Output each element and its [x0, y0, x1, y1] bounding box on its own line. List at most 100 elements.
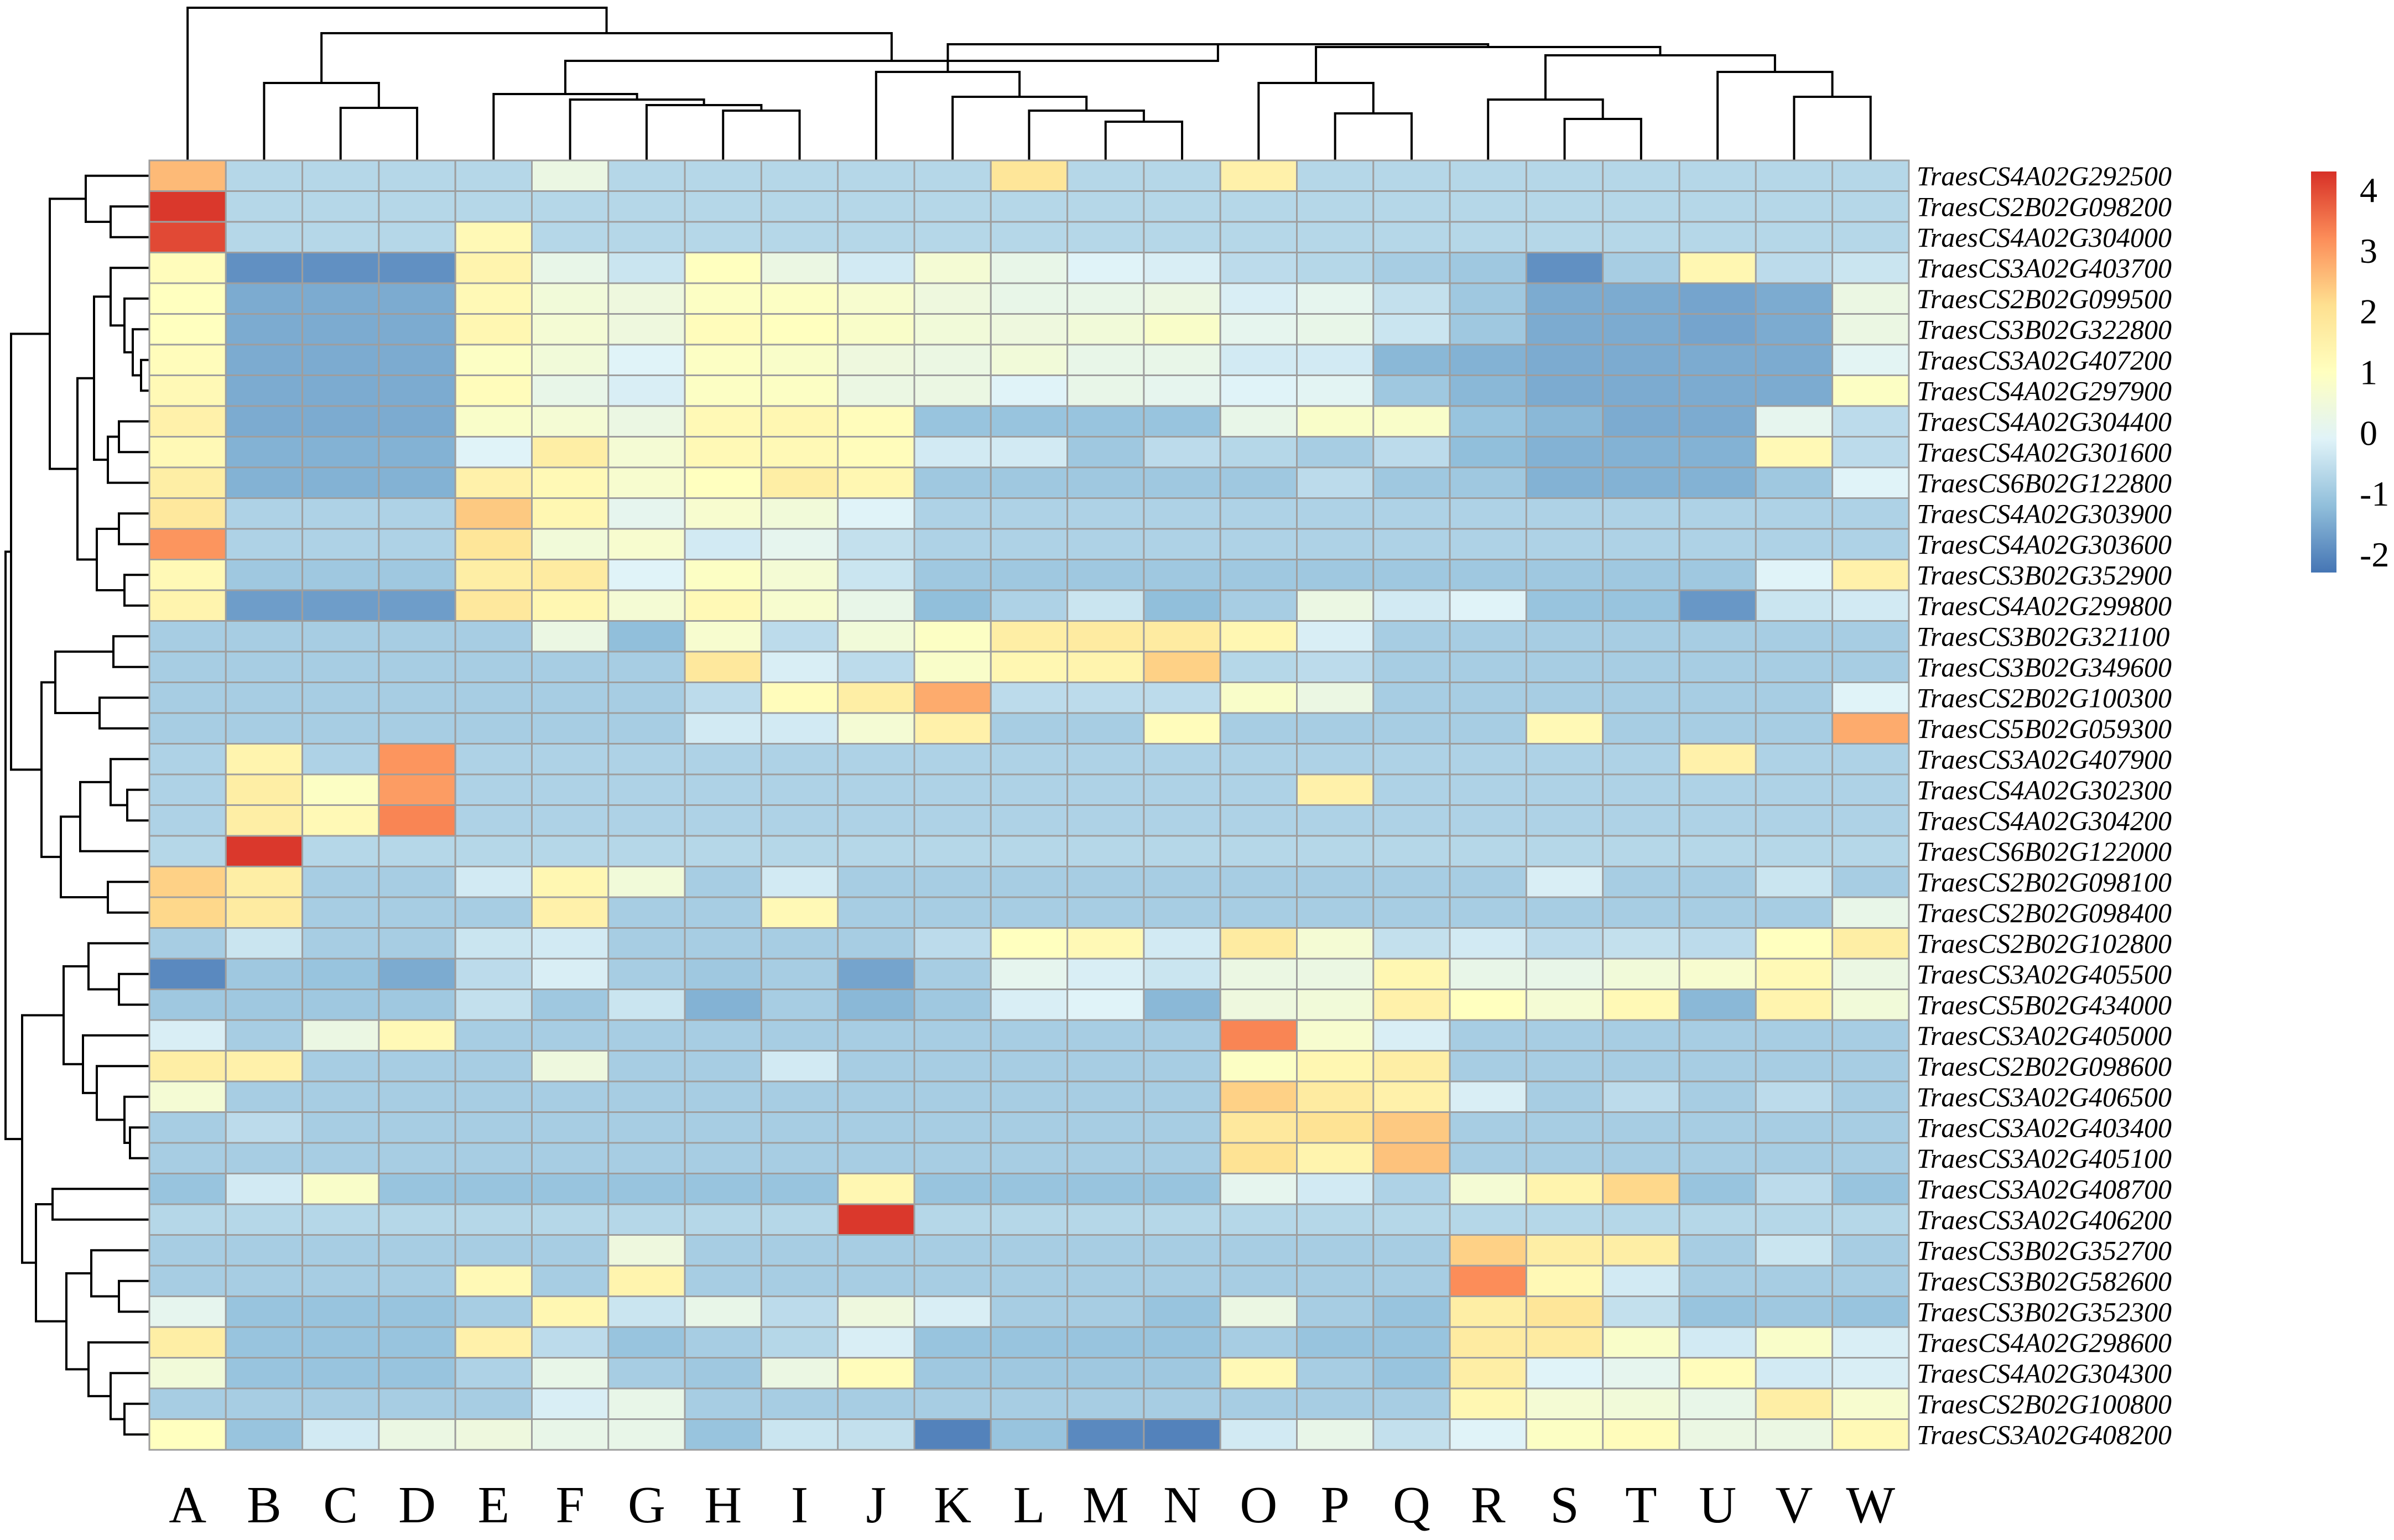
heatmap-cell	[913, 405, 992, 438]
heatmap-cell	[1219, 1326, 1298, 1359]
heatmap-cell	[684, 958, 762, 990]
heatmap-cell	[1831, 1326, 1910, 1359]
heatmap-cell	[913, 1173, 992, 1205]
heatmap-cell	[1602, 589, 1680, 622]
heatmap-cell	[531, 896, 610, 929]
heatmap-cell	[1602, 1265, 1680, 1297]
heatmap-cell	[760, 282, 839, 315]
heatmap-cell	[1678, 1357, 1757, 1390]
heatmap-cell	[225, 651, 304, 683]
heatmap-cell	[225, 436, 304, 469]
row-label: TraesCS3A02G406200	[1917, 1204, 2172, 1235]
heatmap-cell	[1372, 866, 1451, 898]
heatmap-cell	[301, 1296, 380, 1328]
heatmap-cell	[378, 681, 456, 714]
heatmap-cell	[1296, 681, 1375, 714]
legend-tick-label: 4	[2360, 170, 2377, 210]
heatmap-cell	[225, 466, 304, 499]
heatmap-cell	[225, 620, 304, 653]
heatmap-cell	[1066, 405, 1145, 438]
column-dendrogram	[186, 7, 1872, 160]
heatmap-cell	[1143, 1418, 1221, 1451]
column-label: W	[1846, 1476, 1895, 1534]
heatmap-cell	[1296, 651, 1375, 683]
heatmap-cell	[684, 1357, 762, 1390]
legend-tick-label: 3	[2360, 231, 2377, 270]
heatmap-cell	[1143, 559, 1221, 591]
heatmap-cell	[1066, 313, 1145, 346]
heatmap-cell	[1831, 1142, 1910, 1174]
heatmap-cell	[531, 988, 610, 1021]
heatmap-cell	[607, 1111, 686, 1144]
row-dendrogram-branch	[123, 297, 149, 353]
heatmap-cell	[1678, 1326, 1757, 1359]
heatmap-cell	[1831, 589, 1910, 622]
heatmap-cell	[1296, 896, 1375, 929]
heatmap-cell	[225, 589, 304, 622]
heatmap-cell	[1831, 252, 1910, 284]
heatmap-cell	[607, 958, 686, 990]
heatmap-cell	[990, 1173, 1069, 1205]
heatmap-cell	[1143, 466, 1221, 499]
heatmap-cell	[225, 1203, 304, 1236]
heatmap-cell	[990, 1357, 1069, 1390]
heatmap-cell	[378, 1050, 456, 1083]
heatmap-cell	[454, 252, 533, 284]
heatmap-cell	[454, 1387, 533, 1420]
heatmap-cell	[1602, 712, 1680, 745]
legend-tick-label: 1	[2360, 353, 2377, 392]
heatmap-cell	[837, 221, 915, 253]
heatmap-cell	[1755, 221, 1834, 253]
heatmap-cell	[1372, 804, 1451, 837]
heatmap-cell	[378, 1111, 456, 1144]
heatmap-cell	[837, 344, 915, 376]
heatmap-cell	[1143, 313, 1221, 346]
heatmap-cell	[225, 344, 304, 376]
heatmap-cell	[990, 988, 1069, 1021]
heatmap-cell	[378, 1019, 456, 1052]
heatmap-cell	[1296, 773, 1375, 806]
heatmap-cell	[837, 835, 915, 867]
heatmap-cell	[1143, 1080, 1221, 1113]
heatmap-cell	[1372, 1296, 1451, 1328]
heatmap-cell	[1143, 681, 1221, 714]
heatmap-cell	[378, 866, 456, 898]
heatmap-cell	[301, 1173, 380, 1205]
heatmap-cell	[760, 405, 839, 438]
heatmap-cell	[760, 1387, 839, 1420]
heatmap-cell	[1143, 896, 1221, 929]
heatmap-cell	[1449, 620, 1527, 653]
row-label: TraesCS3A02G405100	[1917, 1143, 2172, 1174]
heatmap-cell	[1296, 1019, 1375, 1052]
heatmap-cell	[837, 1050, 915, 1083]
heatmap-cell	[760, 1111, 839, 1144]
heatmap-cell	[1296, 313, 1375, 346]
heatmap-cell	[1066, 1142, 1145, 1174]
row-dendrogram-branch	[118, 512, 149, 545]
heatmap-cell	[301, 1357, 380, 1390]
heatmap-cell	[1143, 1111, 1221, 1144]
heatmap-cell	[378, 927, 456, 960]
legend-tick-label: 2	[2360, 292, 2377, 331]
heatmap-cell	[1143, 1387, 1221, 1420]
column-label: G	[628, 1476, 665, 1534]
heatmap-cell	[684, 466, 762, 499]
heatmap-cell	[301, 804, 380, 837]
heatmap-cell	[1372, 651, 1451, 683]
heatmap-cell	[684, 190, 762, 223]
heatmap-cell	[301, 958, 380, 990]
heatmap-cell	[607, 1080, 686, 1113]
heatmap-cell	[990, 282, 1069, 315]
heatmap-cell	[148, 559, 227, 591]
heatmap-cell	[531, 958, 610, 990]
heatmap-cell	[1066, 1050, 1145, 1083]
column-dendrogram-branch	[645, 104, 763, 160]
heatmap-cell	[1449, 159, 1527, 192]
heatmap-cell	[913, 559, 992, 591]
heatmap-cell	[760, 1080, 839, 1113]
heatmap-cell	[1602, 344, 1680, 376]
heatmap-cell	[1449, 927, 1527, 960]
heatmap-cell	[148, 958, 227, 990]
row-label: TraesCS4A02G301600	[1917, 436, 2172, 467]
